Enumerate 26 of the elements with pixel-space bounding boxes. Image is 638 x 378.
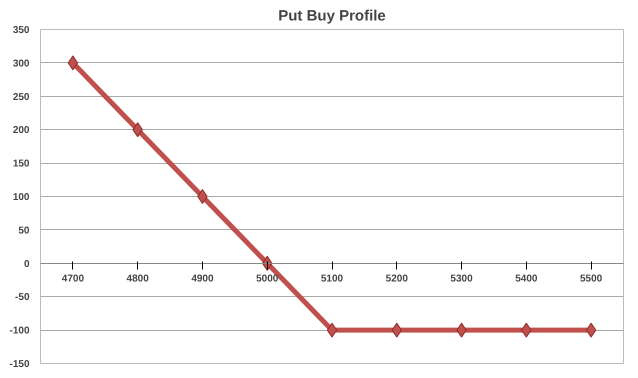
y-tick-label: -50 bbox=[15, 292, 30, 304]
chart-title: Put Buy Profile bbox=[278, 8, 386, 24]
y-tick-label: 150 bbox=[12, 158, 30, 170]
x-tick-label: 5300 bbox=[450, 273, 474, 284]
x-tick-label: 5200 bbox=[386, 273, 408, 284]
y-tick-label: 200 bbox=[12, 125, 30, 136]
y-tick-label: 50 bbox=[18, 225, 30, 236]
point bbox=[68, 55, 78, 70]
x-tick-label: 5000 bbox=[256, 273, 279, 284]
x-tick-label: 4700 bbox=[62, 273, 84, 284]
x-tick-label: 4900 bbox=[191, 273, 214, 284]
x-tick-label: 5500 bbox=[580, 273, 603, 284]
y-tick-label: 300 bbox=[12, 58, 30, 70]
x-tick-label: 4800 bbox=[126, 273, 150, 284]
x-tick-label: 5100 bbox=[320, 273, 344, 284]
x-tick-label: 5400 bbox=[515, 273, 538, 284]
y-tick-label: -150 bbox=[9, 359, 30, 370]
point bbox=[326, 322, 338, 338]
point bbox=[456, 322, 467, 338]
point bbox=[586, 322, 596, 338]
y-tick-label: 100 bbox=[12, 192, 30, 203]
point bbox=[197, 189, 208, 204]
y-tick-label: 350 bbox=[12, 25, 30, 36]
y-tick-label: 0 bbox=[24, 258, 30, 270]
y-tick-label: -100 bbox=[9, 326, 30, 337]
y-tick-label: 250 bbox=[12, 92, 30, 103]
